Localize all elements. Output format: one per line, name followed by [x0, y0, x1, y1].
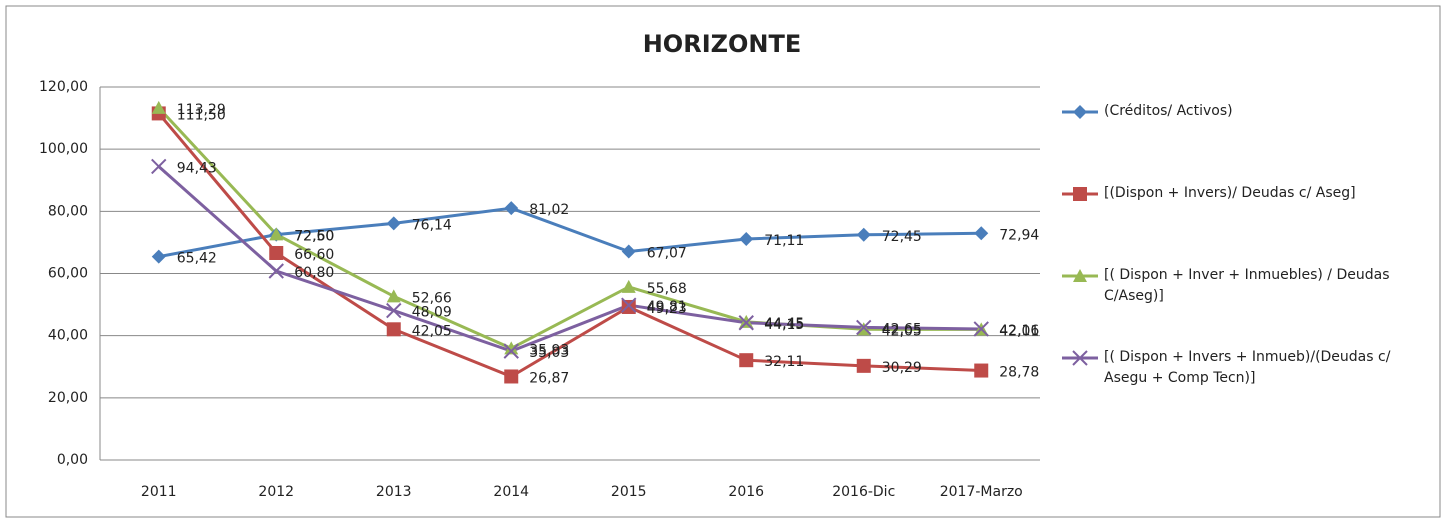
- x-tick-label: 2015: [611, 484, 647, 500]
- marker: [268, 263, 284, 279]
- y-tick-label: 40,00: [48, 328, 88, 344]
- series-line: [158, 206, 982, 259]
- data-label: 81,02: [529, 202, 569, 218]
- legend-marker: [1073, 187, 1087, 201]
- data-label: 72,50: [294, 229, 334, 245]
- legend-key: [1062, 105, 1098, 119]
- data-label: 94,43: [177, 160, 217, 176]
- legend-label: [(Dispon + Invers)/ Deudas c/ Aseg]: [1104, 185, 1356, 201]
- marker: [621, 244, 636, 259]
- x-tick-label: 2016: [728, 484, 764, 500]
- marker: [856, 227, 871, 242]
- data-label: 76,14: [412, 217, 452, 233]
- frame: [5, 5, 1441, 518]
- data-label: 66,60: [294, 247, 334, 263]
- marker: [856, 319, 872, 336]
- y-tick-label: 20,00: [48, 390, 88, 406]
- marker: [269, 245, 284, 260]
- chart-title: HORIZONTE: [643, 30, 802, 58]
- data-label: 44,15: [764, 317, 804, 333]
- series: [157, 165, 982, 353]
- marker: [151, 100, 166, 114]
- data-label: 113,29: [177, 102, 226, 118]
- x-tick-label: 2012: [258, 484, 294, 500]
- data-label: 30,29: [882, 360, 922, 376]
- data-label: 71,11: [764, 233, 804, 249]
- data-label: 26,87: [529, 370, 569, 386]
- marker: [386, 216, 401, 231]
- data-label: 55,68: [647, 281, 687, 297]
- data-label: 111,50: [177, 107, 226, 123]
- data-label: 42,05: [882, 323, 922, 339]
- data-label: 48,09: [412, 305, 452, 321]
- legend-label: (Créditos/ Activos): [1104, 103, 1233, 119]
- data-label: 28,78: [999, 365, 1039, 381]
- marker: [621, 297, 637, 313]
- series: [157, 112, 982, 379]
- data-label: 35,93: [529, 342, 569, 358]
- marker: [974, 363, 989, 378]
- series-line: [157, 165, 982, 353]
- data-label: 49,23: [647, 301, 687, 317]
- legend-key: [1062, 350, 1098, 366]
- x-tick-label: 2013: [376, 484, 412, 500]
- marker: [386, 289, 401, 303]
- data-label: 72,45: [882, 229, 922, 245]
- y-tick-label: 60,00: [48, 266, 88, 282]
- marker: [504, 201, 519, 216]
- y-tick-label: 120,00: [39, 79, 88, 95]
- y-tick-label: 0,00: [57, 452, 88, 468]
- data-label: 42,05: [412, 323, 452, 339]
- data-label: 42,65: [882, 321, 922, 337]
- x-tick-label: 2014: [493, 484, 529, 500]
- data-label: 35,03: [529, 345, 569, 361]
- marker: [151, 249, 166, 264]
- y-tick-label: 100,00: [39, 141, 88, 157]
- data-label: 72,94: [999, 227, 1039, 243]
- marker: [973, 321, 989, 337]
- legend-label: [( Dispon + Inver + Inmuebles) / Deudas …: [1104, 267, 1390, 304]
- marker: [503, 343, 519, 359]
- legend-label: [( Dispon + Invers + Inmueb)/(Deudas c/ …: [1104, 349, 1391, 386]
- marker: [739, 353, 754, 368]
- legend-key: [1062, 269, 1098, 282]
- marker: [151, 158, 167, 175]
- data-label: 67,07: [647, 246, 687, 262]
- data-label: 42,01: [999, 323, 1039, 339]
- data-label: 32,11: [764, 354, 804, 370]
- marker: [621, 299, 636, 314]
- data-label: 42,16: [999, 323, 1039, 339]
- data-label: 65,42: [177, 251, 217, 267]
- x-tick-label: 2017-Marzo: [940, 484, 1023, 500]
- x-tick-label: 2011: [141, 484, 177, 500]
- data-label: 72,60: [294, 228, 334, 244]
- legend-marker: [1073, 269, 1087, 282]
- marker: [269, 227, 284, 241]
- marker: [386, 322, 401, 337]
- marker: [739, 314, 754, 328]
- data-label: 49,81: [647, 299, 687, 315]
- legend-key: [1062, 187, 1098, 201]
- marker: [504, 369, 519, 384]
- series-line: [157, 112, 982, 379]
- data-label: 44,45: [764, 316, 804, 332]
- marker: [739, 231, 754, 246]
- series: [158, 206, 982, 259]
- marker: [856, 358, 871, 373]
- data-label: 60,80: [294, 265, 334, 281]
- marker: [738, 315, 754, 331]
- marker: [621, 279, 636, 293]
- marker: [974, 226, 989, 241]
- legend-marker: [1073, 105, 1087, 119]
- legend-marker: [1072, 350, 1088, 366]
- data-label: 52,66: [412, 290, 452, 306]
- x-tick-label: 2016-Dic: [832, 484, 895, 500]
- y-tick-label: 80,00: [48, 203, 88, 219]
- marker: [386, 302, 402, 319]
- marker: [504, 341, 519, 355]
